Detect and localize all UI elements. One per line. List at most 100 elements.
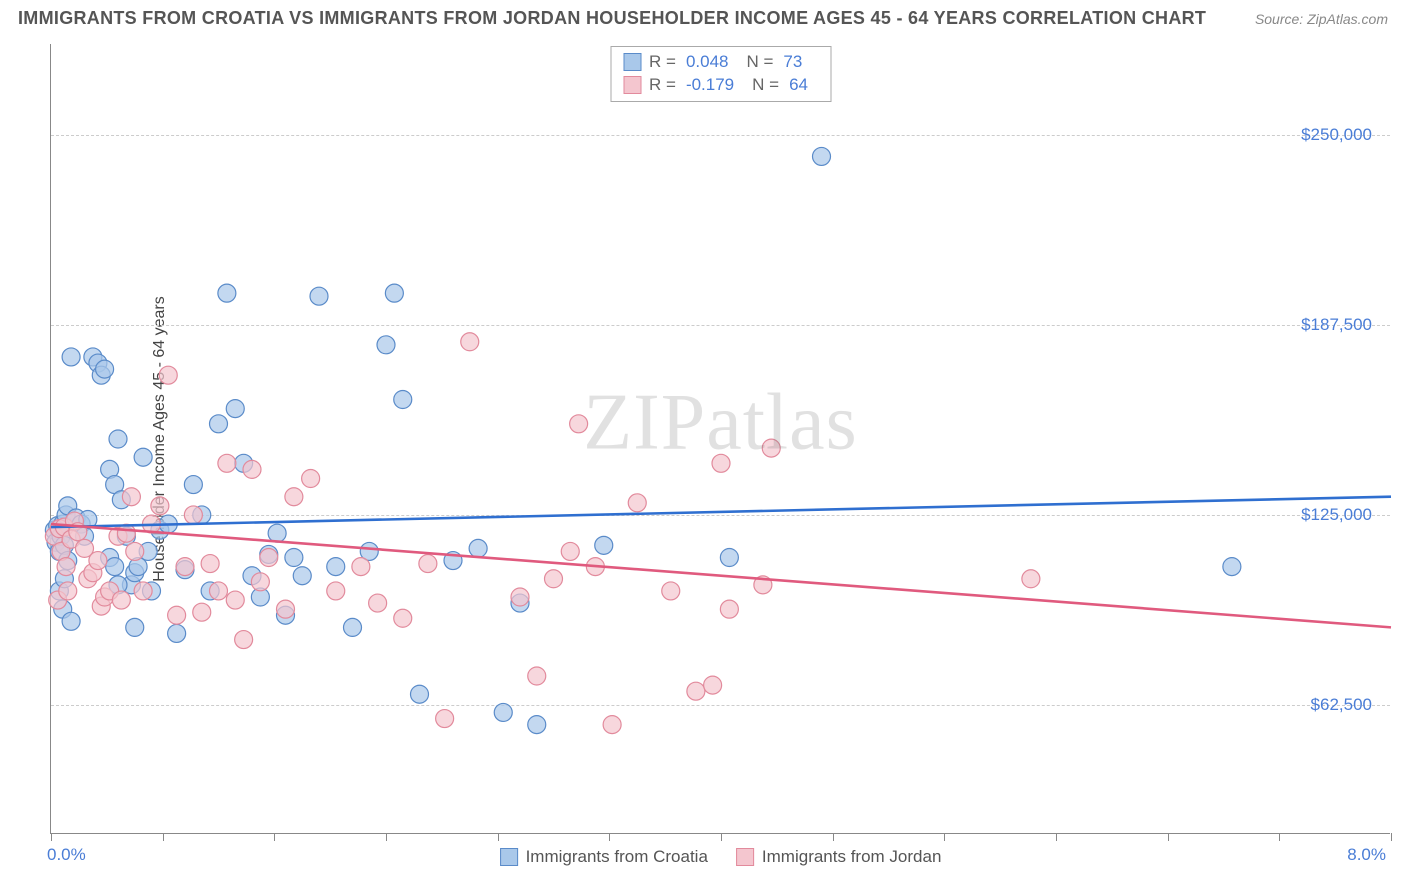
scatter-point bbox=[59, 582, 77, 600]
scatter-point bbox=[385, 284, 403, 302]
legend-r-value-jordan: -0.179 bbox=[686, 74, 734, 97]
x-tick bbox=[1056, 833, 1057, 841]
scatter-point bbox=[369, 594, 387, 612]
scatter-point bbox=[419, 555, 437, 573]
scatter-point bbox=[352, 558, 370, 576]
swatch-jordan-icon bbox=[623, 76, 641, 94]
scatter-point bbox=[226, 400, 244, 418]
legend-label-croatia: Immigrants from Croatia bbox=[526, 847, 708, 867]
scatter-point bbox=[277, 600, 295, 618]
scatter-point bbox=[168, 606, 186, 624]
scatter-point bbox=[1022, 570, 1040, 588]
x-tick bbox=[721, 833, 722, 841]
scatter-point bbox=[57, 558, 75, 576]
x-tick bbox=[498, 833, 499, 841]
scatter-point bbox=[704, 676, 722, 694]
scatter-point bbox=[377, 336, 395, 354]
scatter-point bbox=[628, 494, 646, 512]
legend-r-label: R = bbox=[649, 74, 676, 97]
scatter-point bbox=[285, 488, 303, 506]
scatter-point bbox=[461, 333, 479, 351]
scatter-point bbox=[126, 618, 144, 636]
scatter-point bbox=[260, 549, 278, 567]
chart-header: IMMIGRANTS FROM CROATIA VS IMMIGRANTS FR… bbox=[18, 8, 1388, 29]
scatter-point bbox=[327, 582, 345, 600]
scatter-point bbox=[1223, 558, 1241, 576]
scatter-point bbox=[112, 591, 130, 609]
scatter-point bbox=[193, 603, 211, 621]
legend-r-value-croatia: 0.048 bbox=[686, 51, 729, 74]
scatter-point bbox=[62, 348, 80, 366]
x-tick bbox=[51, 833, 52, 841]
x-tick bbox=[944, 833, 945, 841]
legend-n-label: N = bbox=[746, 51, 773, 74]
scatter-point bbox=[528, 716, 546, 734]
scatter-point bbox=[511, 588, 529, 606]
scatter-point bbox=[662, 582, 680, 600]
scatter-point bbox=[159, 366, 177, 384]
scatter-point bbox=[595, 536, 613, 554]
scatter-point bbox=[394, 609, 412, 627]
scatter-point bbox=[344, 618, 362, 636]
scatter-point bbox=[89, 552, 107, 570]
scatter-point bbox=[201, 555, 219, 573]
scatter-point bbox=[712, 454, 730, 472]
scatter-point bbox=[151, 497, 169, 515]
x-tick bbox=[1279, 833, 1280, 841]
x-tick bbox=[609, 833, 610, 841]
legend-r-label: R = bbox=[649, 51, 676, 74]
scatter-point bbox=[243, 460, 261, 478]
legend-n-value-jordan: 64 bbox=[789, 74, 808, 97]
legend-row-croatia: R = 0.048 N = 73 bbox=[623, 51, 818, 74]
chart-title: IMMIGRANTS FROM CROATIA VS IMMIGRANTS FR… bbox=[18, 8, 1206, 29]
x-axis-min-label: 0.0% bbox=[47, 845, 86, 865]
legend-item-jordan: Immigrants from Jordan bbox=[736, 847, 942, 867]
scatter-point bbox=[293, 567, 311, 585]
scatter-point bbox=[184, 476, 202, 494]
scatter-point bbox=[394, 391, 412, 409]
scatter-point bbox=[126, 542, 144, 560]
scatter-point bbox=[117, 524, 135, 542]
scatter-point bbox=[134, 582, 152, 600]
scatter-point bbox=[469, 539, 487, 557]
legend-series: Immigrants from Croatia Immigrants from … bbox=[500, 847, 942, 867]
scatter-point bbox=[184, 506, 202, 524]
legend-n-value-croatia: 73 bbox=[783, 51, 802, 74]
scatter-point bbox=[327, 558, 345, 576]
scatter-point bbox=[528, 667, 546, 685]
x-tick bbox=[1168, 833, 1169, 841]
legend-correlations: R = 0.048 N = 73 R = -0.179 N = 64 bbox=[610, 46, 831, 102]
legend-item-croatia: Immigrants from Croatia bbox=[500, 847, 708, 867]
scatter-point bbox=[436, 710, 454, 728]
scatter-point bbox=[176, 558, 194, 576]
scatter-point bbox=[122, 488, 140, 506]
x-tick bbox=[386, 833, 387, 841]
scatter-point bbox=[109, 430, 127, 448]
legend-label-jordan: Immigrants from Jordan bbox=[762, 847, 942, 867]
scatter-point bbox=[411, 685, 429, 703]
x-axis-max-label: 8.0% bbox=[1347, 845, 1386, 865]
trend-line bbox=[51, 497, 1391, 527]
scatter-point bbox=[285, 549, 303, 567]
scatter-point bbox=[210, 582, 228, 600]
scatter-point bbox=[226, 591, 244, 609]
scatter-point bbox=[235, 631, 253, 649]
scatter-point bbox=[251, 573, 269, 591]
scatter-point bbox=[134, 448, 152, 466]
legend-n-label: N = bbox=[752, 74, 779, 97]
scatter-point bbox=[310, 287, 328, 305]
legend-row-jordan: R = -0.179 N = 64 bbox=[623, 74, 818, 97]
chart-source: Source: ZipAtlas.com bbox=[1255, 11, 1388, 27]
scatter-point bbox=[545, 570, 563, 588]
x-tick bbox=[1391, 833, 1392, 841]
scatter-svg bbox=[51, 44, 1390, 833]
scatter-point bbox=[687, 682, 705, 700]
scatter-point bbox=[494, 703, 512, 721]
plot-area: Householder Income Ages 45 - 64 years $6… bbox=[50, 44, 1390, 834]
scatter-point bbox=[96, 360, 114, 378]
scatter-point bbox=[168, 624, 186, 642]
scatter-point bbox=[813, 147, 831, 165]
scatter-point bbox=[720, 549, 738, 567]
scatter-point bbox=[570, 415, 588, 433]
scatter-point bbox=[720, 600, 738, 618]
